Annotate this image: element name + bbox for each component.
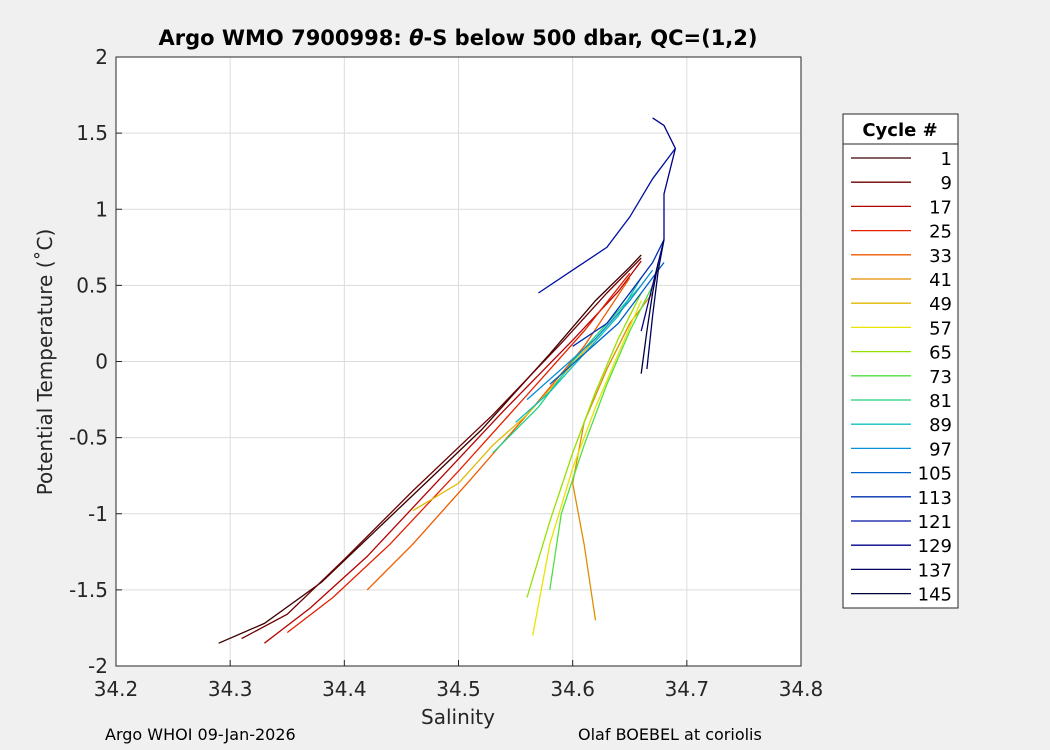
legend-label: 105 [918, 464, 952, 485]
series-line-cycle-97 [526, 269, 654, 401]
legend: Cycle # 1 9 17 25 33 41 49 57 65 73 81 89 97 105 113 12… [842, 113, 959, 609]
legend-label: 89 [929, 415, 952, 436]
series-line-cycle-25 [286, 272, 631, 634]
series-line-cycle-17 [264, 260, 642, 644]
series-line-cycle-121 [538, 148, 676, 294]
y-tick-label: 0 [95, 350, 108, 374]
series-line-cycle-73 [549, 285, 654, 590]
legend-label: 1 [941, 149, 952, 170]
legend-label: 145 [918, 585, 952, 606]
legend-label: 57 [929, 318, 952, 339]
series-lines [218, 117, 677, 644]
y-tick-label: -0.5 [69, 426, 108, 450]
legend-label: 17 [929, 197, 952, 218]
legend-title: Cycle # [862, 120, 937, 141]
series-line-cycle-57 [532, 300, 642, 636]
x-ticks: 34.2 34.3 34.4 34.5 34.6 34.7 34.8 [94, 660, 824, 701]
legend-label: 121 [918, 512, 952, 533]
x-tick-label: 34.7 [665, 677, 710, 701]
series-line-cycle-9 [241, 257, 642, 640]
x-tick-label: 34.3 [208, 677, 253, 701]
legend-label: 73 [929, 367, 952, 388]
series-line-cycle-113 [572, 239, 665, 347]
legend-label: 33 [929, 246, 952, 267]
y-tick-label: -2 [88, 654, 108, 678]
y-tick-label: 2 [95, 45, 108, 69]
legend-label: 49 [929, 294, 952, 315]
legend-label: 25 [929, 222, 952, 243]
y-ticks: 2 1.5 1 0.5 0 -0.5 -1 -1.5 -2 [69, 45, 122, 678]
y-tick-label: 1 [95, 197, 108, 221]
series-line-cycle-81 [492, 284, 642, 454]
legend-label: 113 [918, 488, 952, 509]
y-tick-label: 0.5 [76, 273, 108, 297]
x-tick-label: 34.6 [550, 677, 595, 701]
y-tick-label: -1 [88, 502, 108, 526]
x-tick-label: 34.4 [322, 677, 367, 701]
legend-label: 9 [941, 173, 952, 194]
series-line-cycle-129 [640, 117, 677, 332]
series-line-cycle-137 [646, 239, 665, 370]
series-line-cycle-105 [549, 262, 665, 385]
x-tick-label: 34.5 [436, 677, 481, 701]
x-axis-label: Salinity [421, 705, 495, 729]
series-line-cycle-145 [640, 262, 659, 374]
legend-label: 41 [929, 270, 952, 291]
legend-box [842, 113, 959, 609]
x-tick-label: 34.2 [94, 677, 139, 701]
y-tick-label: -1.5 [69, 578, 108, 602]
series-line-cycle-1 [218, 254, 642, 644]
chart-title: Argo WMO 7900998: θ-S below 500 dbar, QC… [158, 26, 758, 50]
legend-label: 97 [929, 439, 952, 460]
series-line-cycle-65 [526, 292, 642, 598]
legend-label: 137 [918, 560, 952, 581]
footer-left: Argo WHOI 09-Jan-2026 [105, 725, 296, 744]
legend-label: 81 [929, 391, 952, 412]
legend-items: 1 9 17 25 33 41 49 57 65 73 81 89 97 105 113 121 129 137 1… [851, 149, 952, 606]
footer-right: Olaf BOEBEL at coriolis [578, 725, 762, 744]
y-axis-label: Potential Temperature (˚C) [33, 229, 57, 496]
y-tick-label: 1.5 [76, 121, 108, 145]
x-tick-label: 34.8 [779, 677, 824, 701]
legend-label: 129 [918, 536, 952, 557]
legend-label: 65 [929, 343, 952, 364]
